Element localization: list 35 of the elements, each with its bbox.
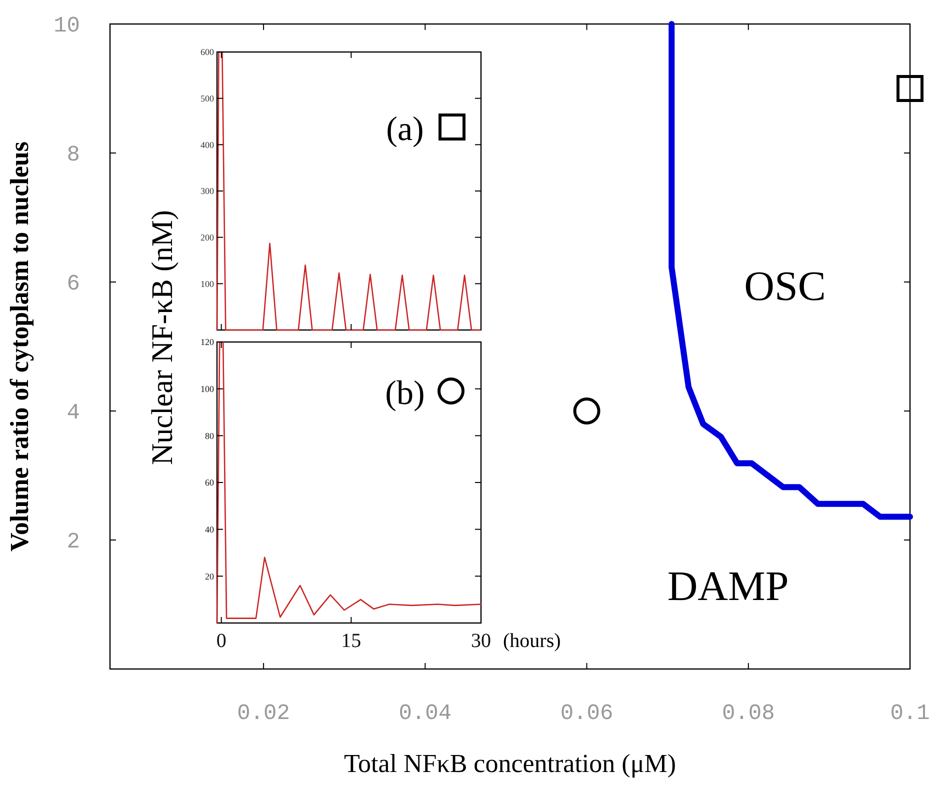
x-tick-label: 0.08 (722, 701, 775, 726)
y-tick-label: 500 (200, 93, 214, 104)
y-axis-title: Volume ratio of cytoplasm to nucleus (5, 142, 34, 552)
x-axis-title: (hours) (503, 630, 561, 652)
line-series (216, 341, 482, 624)
y-tick-label: 400 (200, 140, 214, 150)
annotation: (b) (385, 375, 425, 412)
y-tick-label: 10 (54, 14, 80, 39)
y-tick-label: 2 (66, 530, 80, 555)
x-tick-label: 30 (471, 630, 491, 652)
x-tick-label: 0.04 (398, 701, 452, 726)
x-tick-label: 0.02 (237, 701, 290, 726)
y-tick-label: 4 (66, 400, 80, 426)
y-tick-label: 300 (200, 186, 214, 196)
y-tick-label: 60 (205, 478, 214, 488)
x-axis-title: Total NFκB concentration (μM) (344, 749, 676, 778)
y-tick-label: 8 (66, 142, 80, 168)
y-tick-label: 20 (205, 571, 214, 582)
annotation: OSC (744, 264, 826, 310)
x-tick-label: 0.06 (560, 701, 614, 726)
annotation: (a) (386, 111, 424, 148)
y-axis-title: Nuclear NF-κB (nM) (146, 210, 179, 466)
annotation: DAMP (667, 564, 789, 610)
y-tick-label: 6 (66, 272, 80, 297)
y-tick-label: 40 (205, 524, 214, 534)
x-tick-label: 0 (216, 630, 226, 652)
y-tick-label: 80 (205, 430, 214, 441)
line-series (216, 51, 482, 331)
y-tick-label: 200 (200, 232, 214, 242)
y-tick-label: 600 (200, 47, 214, 58)
x-tick-label: 0.1 (890, 701, 930, 726)
x-tick-label: 15 (341, 630, 362, 652)
y-tick-label: 120 (200, 337, 214, 348)
y-tick-label: 100 (200, 384, 214, 394)
y-tick-label: 100 (200, 278, 214, 289)
